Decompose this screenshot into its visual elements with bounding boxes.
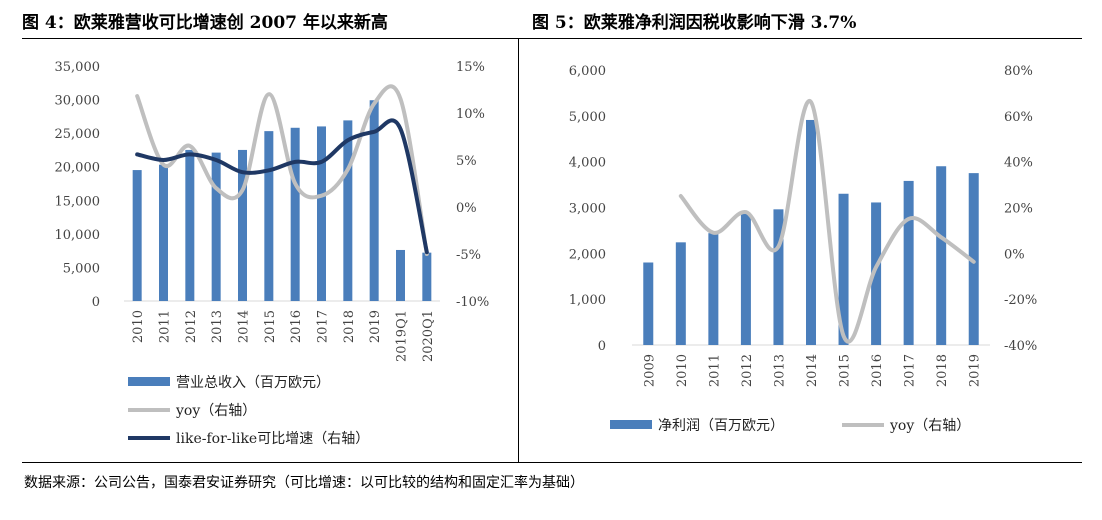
right-legend-label: yoy（右轴） (889, 418, 970, 434)
right-bar (968, 173, 979, 345)
left-left-axis-tick: 35,000 (55, 60, 101, 75)
right-bar (740, 213, 751, 345)
left-left-axis-tick: 0 (92, 295, 100, 310)
right-legend-swatch (610, 420, 652, 429)
left-category-label: 2011 (158, 310, 173, 343)
right-category-label: 2016 (870, 354, 885, 387)
bottom-rule (22, 462, 1082, 463)
left-legend-swatch (128, 377, 170, 386)
right-left-axis-tick: 0 (598, 339, 606, 354)
left-legend-label: 营业总收入（百万欧元） (176, 375, 330, 391)
left-category-label: 2013 (210, 310, 225, 343)
left-line-like-for-like可比增速（右轴） (135, 118, 429, 255)
left-category-label: 2010 (131, 310, 146, 343)
left-bar (369, 100, 379, 301)
left-bar (185, 149, 195, 301)
left-right-axis-tick: 10% (456, 107, 485, 122)
left-right-axis-tick: 15% (456, 60, 485, 75)
right-bar (838, 193, 849, 345)
left-category-label: 2019Q1 (395, 310, 410, 362)
left-category-label: 2012 (184, 310, 199, 343)
left-category-label: 2016 (289, 310, 304, 343)
right-category-label: 2015 (838, 354, 853, 387)
right-category-label: 2010 (675, 354, 690, 387)
left-legend-label: like-for-like可比增速（右轴） (176, 431, 369, 447)
left-right-axis-tick: 5% (456, 154, 477, 169)
right-figure-title: 图 5：欧莱雅净利润因税收影响下滑 3.7% (532, 13, 857, 33)
left-bar (159, 164, 168, 301)
right-right-axis-tick: 60% (1004, 110, 1033, 125)
left-right-axis-tick: -10% (456, 295, 489, 310)
left-bar (422, 252, 432, 301)
right-legend-label: 净利润（百万欧元） (658, 418, 784, 434)
right-left-axis-tick: 1,000 (569, 293, 606, 308)
right-right-axis-tick: -20% (1004, 293, 1037, 308)
top-rule (22, 38, 1082, 39)
left-right-axis-tick: 0% (456, 201, 477, 216)
left-bar (211, 152, 221, 301)
right-category-label: 2012 (740, 354, 755, 387)
right-bar (773, 209, 784, 345)
right-right-axis-tick: -40% (1004, 339, 1037, 354)
left-left-axis-tick: 25,000 (55, 127, 101, 142)
right-bar (675, 242, 686, 345)
left-right-axis-tick: -5% (456, 248, 481, 263)
right-category-label: 2013 (772, 354, 787, 387)
left-legend-label: yoy（右轴） (175, 403, 256, 419)
left-category-label: 2020Q1 (421, 310, 436, 362)
left-left-axis-tick: 20,000 (55, 161, 101, 176)
right-right-axis-tick: 80% (1004, 64, 1033, 79)
left-category-label: 2017 (316, 310, 331, 343)
left-bar (238, 149, 247, 301)
right-right-axis-tick: 20% (1004, 202, 1033, 217)
left-left-axis-tick: 30,000 (55, 94, 101, 109)
right-bar (806, 119, 816, 345)
left-bar (290, 127, 300, 302)
right-bar (871, 202, 882, 345)
right-category-label: 2019 (968, 354, 983, 387)
left-line-yoy（右轴） (135, 84, 429, 256)
left-left-axis-tick: 15,000 (55, 194, 101, 209)
right-left-axis-tick: 4,000 (569, 156, 606, 171)
right-bar (708, 233, 719, 345)
right-bar (643, 262, 654, 345)
right-category-label: 2017 (903, 354, 918, 387)
right-bar (936, 166, 947, 345)
right-line-yoy（右轴） (678, 99, 976, 344)
right-left-axis-tick: 2,000 (569, 247, 606, 262)
left-category-label: 2014 (237, 310, 252, 343)
right-left-axis-tick: 6,000 (569, 64, 606, 79)
left-bar (132, 170, 142, 301)
left-left-axis-tick: 5,000 (63, 261, 100, 276)
right-category-label: 2014 (805, 354, 820, 387)
right-right-axis-tick: 40% (1004, 156, 1033, 171)
right-category-label: 2011 (707, 354, 722, 387)
left-category-label: 2019 (368, 310, 383, 343)
right-right-axis-tick: 0% (1004, 247, 1025, 262)
left-category-label: 2015 (263, 310, 278, 343)
left-left-axis-tick: 10,000 (55, 228, 101, 243)
right-category-label: 2018 (935, 354, 950, 387)
source-note: 数据来源：公司公告，国泰君安证券研究（可比增速：以可比较的结构和固定汇率为基础） (24, 475, 584, 491)
right-left-axis-tick: 3,000 (569, 202, 606, 217)
left-bar (317, 126, 326, 301)
left-category-label: 2018 (342, 310, 357, 343)
left-bar (343, 120, 353, 301)
right-left-axis-tick: 5,000 (569, 110, 606, 125)
left-bar (264, 131, 274, 301)
right-bar (903, 180, 914, 345)
left-figure-title: 图 4：欧莱雅营收可比增速创 2007 年以来新高 (22, 13, 388, 33)
right-category-label: 2009 (642, 354, 657, 387)
panel-divider (518, 38, 519, 462)
left-bar (396, 249, 405, 301)
